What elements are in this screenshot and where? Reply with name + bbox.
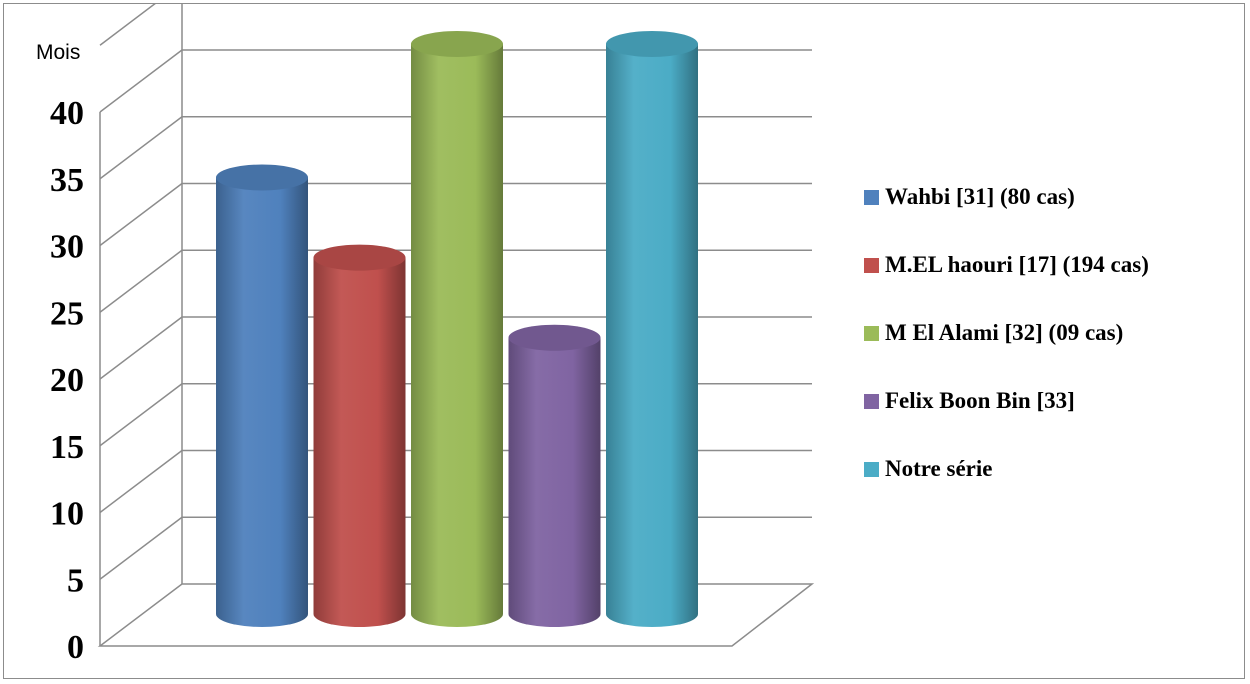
- gridline-diagonal: [99, 516, 183, 580]
- y-tick-label: 0: [67, 629, 84, 666]
- y-tick-label: 5: [67, 562, 84, 599]
- gridline-diagonal: [99, 116, 183, 180]
- legend-swatch: [864, 461, 879, 477]
- bar-top: [216, 164, 308, 191]
- y-tick-label: 30: [50, 229, 84, 266]
- gridline: [99, 4, 156, 46]
- chart-floor: [97, 583, 815, 647]
- bar-body: [216, 177, 308, 627]
- bar-top: [606, 31, 698, 57]
- y-axis-label: Mois: [36, 41, 80, 64]
- bar: [216, 164, 308, 627]
- y-tick-label: 25: [50, 295, 84, 332]
- bar-top: [313, 244, 406, 271]
- legend-swatch: [864, 189, 879, 205]
- gridline-diagonal: [99, 316, 183, 380]
- bar-top: [411, 31, 503, 57]
- bar-body: [411, 44, 503, 627]
- gridline-diagonal: [99, 383, 183, 447]
- bar: [508, 324, 601, 628]
- legend-swatch: [864, 257, 879, 273]
- gridline-diagonal: [99, 182, 183, 247]
- gridline-diagonal: [99, 49, 183, 113]
- legend-swatch: [864, 325, 879, 341]
- bar: [313, 244, 406, 628]
- chart-frame: 0 5 10 15 20 25 30 35 40 Mois Wahbi [31] (80 cas…: [3, 3, 1245, 679]
- legend-label: Notre série: [885, 456, 993, 481]
- bars: [216, 31, 698, 628]
- y-axis-ticks: 0 5 10 15 20 25 30 35 40: [50, 95, 84, 666]
- legend-item: M El Alami [32] (09 cas): [864, 320, 1123, 346]
- y-tick-label: 15: [50, 429, 84, 466]
- legend-item: Felix Boon Bin [33]: [864, 388, 1075, 414]
- legend-label: Wahbi [31] (80 cas): [885, 184, 1075, 209]
- gridline-diagonal: [99, 449, 183, 514]
- y-tick-label: 20: [50, 362, 84, 399]
- bar-body: [508, 337, 601, 628]
- y-tick-label: 35: [50, 162, 84, 199]
- bar-chart: 0 5 10 15 20 25 30 35 40 Mois: [36, 4, 815, 666]
- legend-item: Notre série: [864, 456, 993, 482]
- gridline-diagonal: [99, 249, 183, 313]
- bar: [411, 31, 503, 627]
- gridline-diagonal: [99, 4, 156, 46]
- y-tick-label: 10: [50, 496, 84, 533]
- bar-body: [313, 257, 406, 628]
- legend-label: M El Alami [32] (09 cas): [885, 320, 1124, 345]
- legend-swatch: [864, 393, 879, 409]
- y-tick-label: 40: [50, 95, 84, 132]
- legend-label: M.EL haouri [17] (194 cas): [885, 252, 1149, 277]
- bar: [606, 31, 698, 627]
- legend-item: Wahbi [31] (80 cas): [864, 184, 1075, 210]
- bar-top: [508, 324, 601, 351]
- legend-label: Felix Boon Bin [33]: [885, 388, 1075, 413]
- bar-body: [606, 44, 698, 627]
- legend-item: M.EL haouri [17] (194 cas): [864, 252, 1149, 278]
